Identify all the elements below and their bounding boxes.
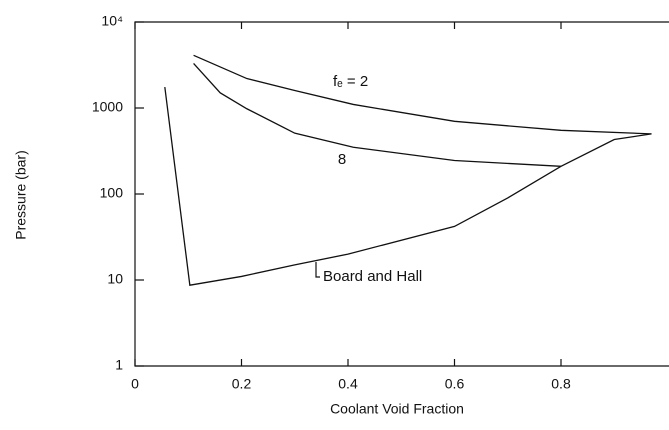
y-tick-label: 1000 (92, 99, 123, 115)
series-annotation: Board and Hall (323, 268, 422, 285)
annotation-leader (315, 262, 320, 278)
y-axis-label: Pressure (bar) (13, 150, 29, 239)
x-tick-label: 0 (131, 376, 139, 392)
x-tick-label: 0.2 (232, 376, 252, 392)
series-line (164, 87, 652, 286)
series-line (193, 54, 652, 135)
y-tick-label: 1 (115, 357, 123, 373)
x-axis-label: Coolant Void Fraction (330, 401, 464, 417)
x-tick-label: 0.8 (551, 376, 571, 392)
series-annotation: fₑ = 2 (333, 73, 368, 90)
plot-frame (134, 21, 669, 367)
series-annotation: 8 (338, 151, 346, 168)
y-tick-label: 10 (107, 271, 123, 287)
y-tick-label: 10⁴ (101, 13, 123, 29)
y-tick-label: 100 (100, 185, 124, 201)
x-tick-label: 0.6 (445, 376, 465, 392)
series-line (193, 62, 562, 167)
x-tick-label: 0.4 (338, 376, 358, 392)
